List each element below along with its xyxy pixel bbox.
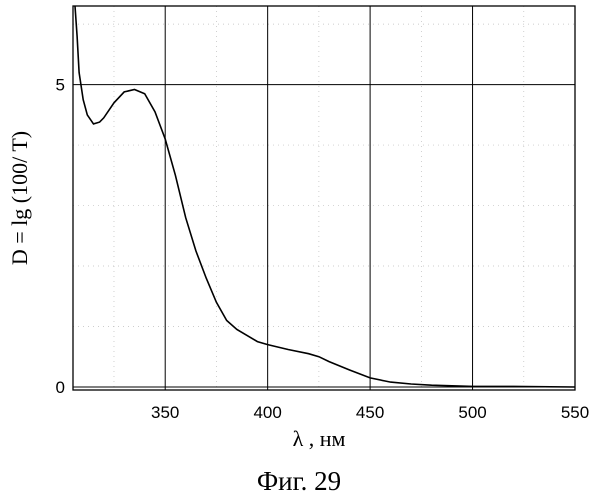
y-tick-label: 0 (56, 378, 65, 397)
figure-caption: Фиг. 29 (257, 466, 341, 496)
major-grid (73, 6, 575, 390)
y-tick-label: 5 (56, 76, 65, 95)
x-tick-label: 350 (151, 403, 179, 422)
y-tick-labels: 05 (56, 76, 65, 397)
x-tick-label: 500 (458, 403, 486, 422)
minor-grid (73, 6, 575, 390)
x-tick-label: 550 (561, 403, 589, 422)
x-tick-labels: 350 400 450 500 550 (151, 403, 589, 422)
series-line (75, 6, 575, 387)
x-tick-label: 400 (253, 403, 281, 422)
y-axis-label: D = lg (100/ T) (7, 131, 32, 265)
x-axis-label: λ , нм (293, 426, 346, 451)
plot-frame (73, 6, 575, 390)
x-tick-label: 450 (356, 403, 384, 422)
